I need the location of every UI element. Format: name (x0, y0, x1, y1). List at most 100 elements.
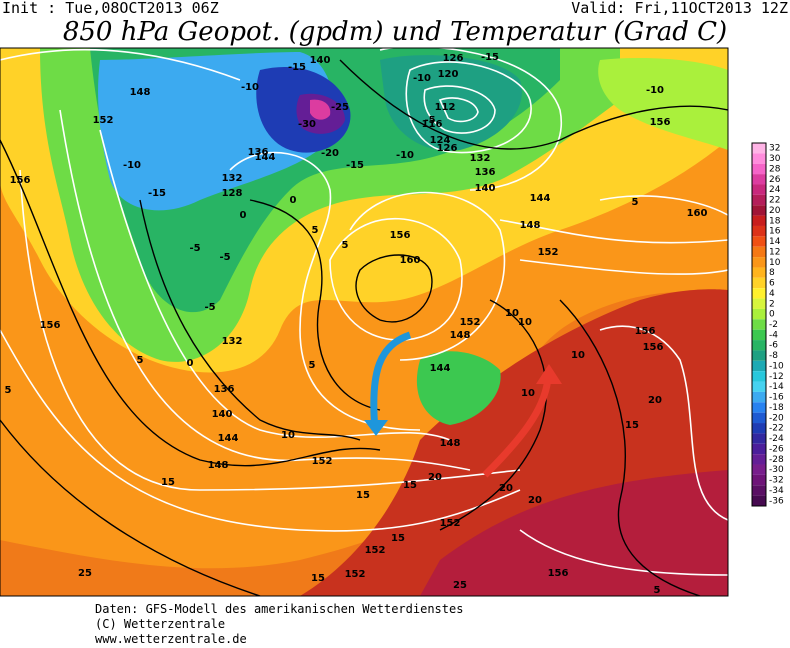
colorbar-cell (752, 495, 766, 506)
contour-label: 5 (342, 240, 349, 251)
contour-label: 5 (309, 360, 316, 371)
colorbar-cell (752, 308, 766, 320)
colorbar-cell (752, 257, 766, 268)
colorbar-label: -10 (769, 361, 784, 371)
contour-label: 148 (450, 330, 471, 341)
contour-label: 0 (240, 210, 247, 221)
contour-label: 5 (654, 585, 661, 596)
colorbar-cell (752, 225, 766, 237)
colorbar-label: -12 (769, 372, 784, 382)
colorbar-label: 2 (769, 299, 775, 309)
contour-label: 156 (390, 230, 411, 241)
colorbar-cell (752, 163, 766, 175)
contour-label: -5 (204, 302, 215, 313)
contour-label: 112 (435, 102, 456, 113)
contour-label: -15 (288, 62, 306, 73)
colorbar-label: 22 (769, 196, 780, 206)
colorbar-cell (752, 174, 766, 185)
contour-label: 144 (255, 152, 276, 163)
contour-label: 132 (222, 336, 243, 347)
colorbar-label: 10 (769, 258, 781, 268)
colorbar-label: -24 (769, 434, 784, 444)
contour-label: 132 (470, 153, 491, 164)
contour-label: 152 (365, 545, 386, 556)
colorbar-cell (752, 215, 766, 226)
map-title: 850 hPa Geopot. (gpdm) und Temperatur (G… (63, 17, 727, 47)
colorbar-label: -30 (769, 465, 784, 475)
contour-label: 15 (403, 480, 417, 491)
contour-label: 10 (505, 308, 519, 319)
contour-label: 20 (499, 483, 513, 494)
contour-label: 148 (440, 438, 461, 449)
contour-label: 160 (687, 208, 708, 219)
colorbar-cell (752, 423, 766, 434)
contour-label: 136 (475, 167, 496, 178)
contour-label: 156 (548, 568, 569, 579)
colorbar-cell (752, 391, 766, 403)
colorbar-cell (752, 485, 766, 496)
colorbar-cell (752, 402, 766, 413)
colorbar-label: 26 (769, 175, 781, 185)
contour-label: 10 (518, 317, 532, 328)
colorbar-label: -14 (769, 382, 784, 392)
contour-label: -10 (646, 85, 664, 96)
colorbar-frame (751, 142, 767, 507)
colorbar-label: -26 (769, 444, 784, 454)
cold-air-arrowhead (364, 420, 388, 436)
colorbar-label: -20 (769, 413, 784, 423)
contour-label: 120 (438, 69, 459, 80)
contour-label: 136 (248, 147, 269, 158)
colorbar-cell (752, 381, 766, 392)
colorbar-cell (752, 184, 766, 195)
contour-label: -10 (413, 73, 431, 84)
contour-label: 140 (475, 183, 496, 194)
contour-label: -30 (298, 119, 316, 130)
contour-label: 20 (528, 495, 542, 506)
cold-air-arrow (370, 331, 412, 431)
colorbar-label: -8 (769, 351, 778, 361)
footer-line: (C) Wetterzentrale (95, 617, 225, 631)
colorbar-label: -36 (769, 496, 784, 506)
colorbar-cell (752, 433, 766, 444)
colorbar-cell (752, 246, 766, 258)
colorbar-label: 30 (769, 154, 781, 164)
colorbar-label: -2 (769, 320, 778, 330)
colorbar-cell (752, 329, 766, 341)
colorbar-cell (752, 205, 766, 216)
colorbar-cell (752, 340, 766, 351)
colorbar-cell (752, 360, 766, 372)
footer-line: Daten: GFS-Modell des amerikanischen Wet… (95, 602, 463, 616)
colorbar-cell (752, 371, 766, 382)
colorbar-label: 24 (769, 185, 781, 195)
contour-label: 148 (520, 220, 541, 231)
contour-label: 156 (635, 326, 656, 337)
colorbar-label: 20 (769, 206, 781, 216)
contour-label: 156 (643, 342, 664, 353)
contour-label: 5 (5, 385, 12, 396)
contour-label: -10 (241, 82, 259, 93)
contour-label: 126 (437, 143, 458, 154)
colorbar-cell (752, 443, 766, 455)
contour-label: 152 (538, 247, 559, 258)
contour-label: -10 (123, 160, 141, 171)
contour-label: 128 (222, 188, 243, 199)
contour-label: 15 (391, 533, 405, 544)
colorbar-cell (752, 194, 766, 206)
colorbar-label: -28 (769, 455, 784, 465)
colorbar-label: 12 (769, 247, 780, 257)
colorbar-label: 6 (769, 279, 775, 289)
contour-label: 5 (312, 225, 319, 236)
contour-label: 15 (311, 573, 325, 584)
contour-label: 10 (571, 350, 585, 361)
contour-label: 136 (214, 384, 235, 395)
colorbar-label: 32 (769, 144, 780, 154)
contour-label: -5 (424, 115, 435, 126)
contour-label: 152 (93, 115, 114, 126)
contour-label: 25 (78, 568, 92, 579)
contour-label: -15 (346, 160, 364, 171)
contour-label: 25 (453, 580, 467, 591)
colorbar-label: 28 (769, 164, 781, 174)
contour-label: -5 (189, 243, 200, 254)
